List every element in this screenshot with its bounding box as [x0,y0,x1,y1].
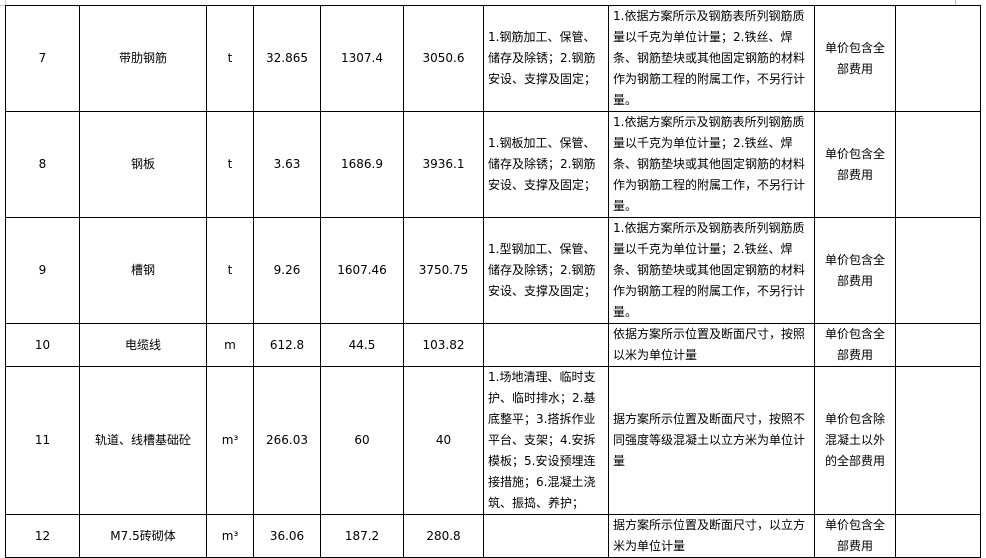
item-number: 8 [5,111,80,218]
item-unit: m³ [206,514,254,558]
item-name: 槽钢 [79,217,207,324]
table-row: 8 钢板 t 3.63 1686.9 3936.1 1.钢板加工、保管、储存及除锈；2.钢筋… [5,111,981,218]
item-measurement-rule: 依据方案所示位置及断面尺寸，按照以米为单位计量 [608,323,815,367]
item-number: 7 [5,5,80,112]
item-quantity: 32.865 [253,5,321,112]
table-row: 11 轨道、线槽基础砼 m³ 266.03 60 40 1.场地清理、临时支护、临时排水；2… [5,366,981,515]
item-extra [895,5,981,112]
item-number: 10 [5,323,80,367]
item-price-1: 44.5 [320,323,404,367]
item-unit: m [206,323,254,367]
item-note: 单价包含全部费用 [814,217,896,324]
item-price-1: 187.2 [320,514,404,558]
item-extra [895,323,981,367]
item-price-2: 280.8 [403,514,484,558]
item-unit: t [206,111,254,218]
item-price-2: 3750.75 [403,217,484,324]
item-work-content: 1.钢板加工、保管、储存及除锈；2.钢筋安设、支撑及固定； [483,111,609,218]
item-price-1: 1686.9 [320,111,404,218]
item-name: 电缆线 [79,323,207,367]
item-number: 9 [5,217,80,324]
item-name: M7.5砖砌体 [79,514,207,558]
item-work-content: 1.场地清理、临时支护、临时排水；2.基底整平；3.搭拆作业平台、支架；4.安拆… [483,366,609,515]
item-measurement-rule: 1.依据方案所示及钢筋表所列钢筋质量以千克为单位计量；2.铁丝、焊条、钢筋垫块或… [608,111,815,218]
table-row: 12 M7.5砖砌体 m³ 36.06 187.2 280.8 据方案所示位置及断面尺寸，以… [5,514,981,558]
item-extra [895,111,981,218]
item-note: 单价包含全部费用 [814,514,896,558]
item-note: 单价包含全部费用 [814,111,896,218]
item-number: 11 [5,366,80,515]
item-number: 12 [5,514,80,558]
item-work-content: 1.型钢加工、保管、储存及除锈；2.钢筋安设、支撑及固定； [483,217,609,324]
item-extra [895,514,981,558]
item-unit: t [206,5,254,112]
item-name: 轨道、线槽基础砼 [79,366,207,515]
table-row: 10 电缆线 m 612.8 44.5 103.82 依据方案所示位置及断面尺寸，按照以米为… [5,323,981,367]
item-price-2: 103.82 [403,323,484,367]
item-price-1: 1307.4 [320,5,404,112]
item-unit: m³ [206,366,254,515]
item-price-1: 1607.46 [320,217,404,324]
item-note: 单价包含全部费用 [814,5,896,112]
item-extra [895,366,981,515]
table-row: 9 槽钢 t 9.26 1607.46 3750.75 1.型钢加工、保管、储存及除锈；2.… [5,217,981,324]
page-edge-mark [955,0,956,5]
item-price-2: 3050.6 [403,5,484,112]
item-measurement-rule: 据方案所示位置及断面尺寸，按照不同强度等级混凝土以立方米为单位计量 [608,366,815,515]
page-corner-mark [0,0,6,6]
item-note: 单价包含全部费用 [814,323,896,367]
item-work-content: 1.钢筋加工、保管、储存及除锈；2.钢筋安设、支撑及固定； [483,5,609,112]
item-quantity: 612.8 [253,323,321,367]
table-row: 7 带肋钢筋 t 32.865 1307.4 3050.6 1.钢筋加工、保管、储存及除锈；… [5,5,981,112]
item-work-content [483,323,609,367]
item-price-2: 3936.1 [403,111,484,218]
item-price-2: 40 [403,366,484,515]
item-note: 单价包含除混凝土以外的全部费用 [814,366,896,515]
item-price-1: 60 [320,366,404,515]
item-quantity: 36.06 [253,514,321,558]
item-extra [895,217,981,324]
item-measurement-rule: 1.依据方案所示及钢筋表所列钢筋质量以千克为单位计量；2.铁丝、焊条、钢筋垫块或… [608,5,815,112]
item-quantity: 3.63 [253,111,321,218]
item-name: 带肋钢筋 [79,5,207,112]
item-work-content [483,514,609,558]
item-quantity: 9.26 [253,217,321,324]
bill-of-quantities-table: 7 带肋钢筋 t 32.865 1307.4 3050.6 1.钢筋加工、保管、储存及除锈；… [5,5,981,558]
item-measurement-rule: 1.依据方案所示及钢筋表所列钢筋质量以千克为单位计量；2.铁丝、焊条、钢筋垫块或… [608,217,815,324]
item-name: 钢板 [79,111,207,218]
item-unit: t [206,217,254,324]
item-quantity: 266.03 [253,366,321,515]
item-measurement-rule: 据方案所示位置及断面尺寸，以立方米为单位计量 [608,514,815,558]
